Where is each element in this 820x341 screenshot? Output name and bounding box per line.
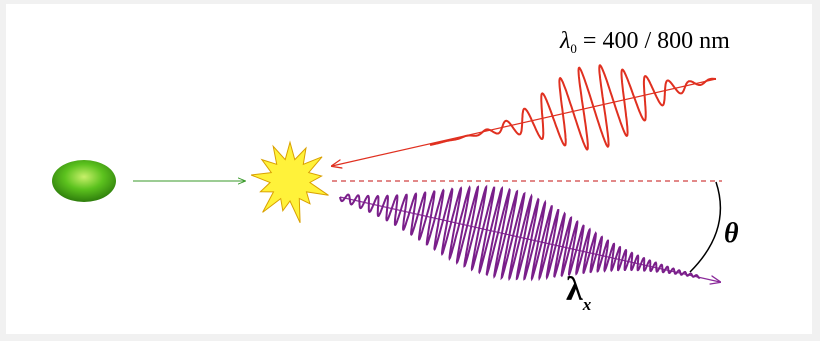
angle-label: θ [724, 218, 739, 249]
incident-wavelength-label: λ0= 400 / 800 nm [559, 28, 730, 56]
particle [52, 160, 116, 202]
diagram: λ0= 400 / 800 nm θ λx [0, 0, 820, 341]
